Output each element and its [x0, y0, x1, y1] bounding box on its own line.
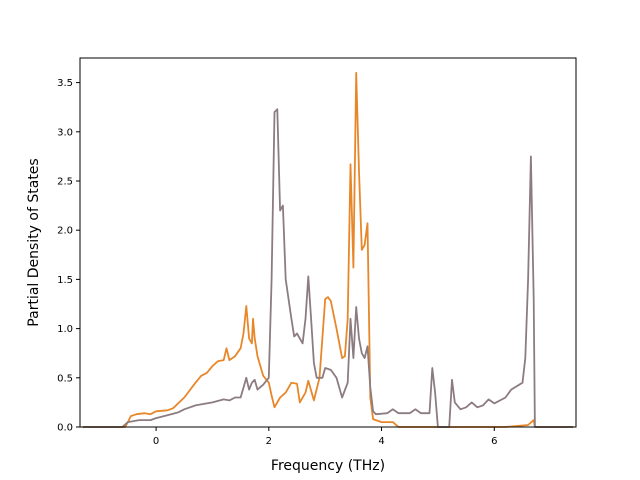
x-axis-ticks: 0 2 4 6: [153, 427, 497, 447]
x-tick-label: 4: [378, 436, 384, 447]
y-tick-label: 1.0: [57, 324, 73, 335]
x-tick-label: 6: [491, 436, 497, 447]
y-tick-label: 1.5: [57, 275, 73, 286]
y-axis-label: Partial Density of States: [26, 158, 42, 326]
y-tick-label: 2.5: [57, 177, 73, 188]
series-line-2: [82, 108, 574, 428]
y-tick-label: 2.0: [57, 226, 73, 237]
x-tick-label: 2: [266, 436, 272, 447]
y-tick-label: 0.5: [57, 373, 73, 384]
series-layer: [82, 71, 574, 428]
y-tick-label: 0.0: [57, 423, 73, 434]
plot-frame: [79, 57, 577, 428]
x-tick-label: 0: [153, 436, 159, 447]
series-line-1: [82, 71, 574, 428]
y-tick-label: 3.5: [57, 78, 73, 89]
y-axis-ticks: 0.0 0.5 1.0 1.5 2.0 2.5 3.0 3.5: [57, 78, 80, 434]
y-tick-label: 3.0: [57, 127, 73, 138]
x-axis-label: Frequency (THz): [271, 458, 385, 474]
